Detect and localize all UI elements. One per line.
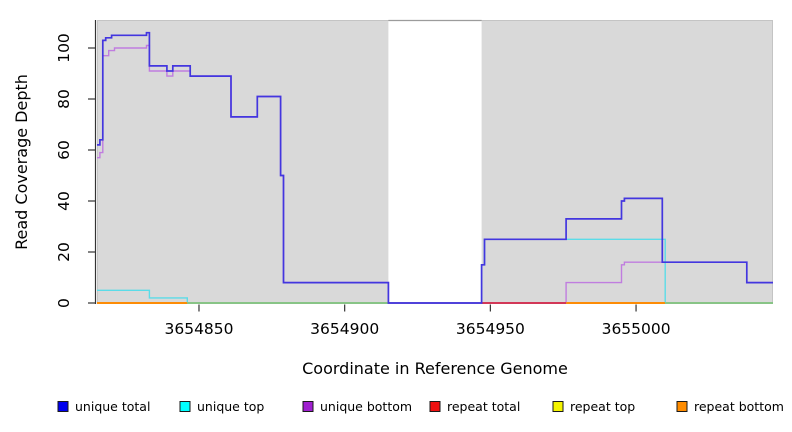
- x-tick-label: 3654850: [164, 320, 233, 338]
- legend-swatch-unique-total: [57, 401, 69, 412]
- legend-label-repeat-bottom: repeat bottom: [694, 399, 784, 414]
- x-tick-label: 3654900: [310, 320, 379, 338]
- axes: 0 20 40 60 80 100 3654850 3654900 3654950 3655000: [55, 20, 671, 338]
- legend: unique total unique top unique bottom repea…: [57, 399, 784, 414]
- y-tick-label: 20: [55, 242, 73, 262]
- x-tick-label: 3655000: [602, 320, 671, 338]
- legend-label-repeat-top: repeat top: [570, 399, 635, 414]
- y-tick-label: 60: [55, 140, 73, 160]
- y-tick-label: 100: [55, 33, 73, 63]
- legend-item-unique-bottom: unique bottom: [302, 399, 412, 414]
- legend-item-unique-total: unique total: [57, 399, 150, 414]
- legend-swatch-repeat-top: [552, 401, 564, 412]
- legend-swatch-repeat-bottom: [676, 401, 688, 412]
- legend-swatch-repeat-total: [429, 401, 441, 412]
- legend-item-repeat-total: repeat total: [429, 399, 520, 414]
- legend-label-repeat-total: repeat total: [447, 399, 520, 414]
- legend-swatch-unique-bottom: [302, 401, 314, 412]
- series-unique-total-line: [97, 31, 773, 304]
- legend-label-unique-top: unique top: [197, 399, 264, 414]
- y-tick-label: 40: [55, 191, 73, 211]
- y-axis-label: Read Coverage Depth: [12, 74, 31, 250]
- legend-item-repeat-bottom: repeat bottom: [676, 399, 784, 414]
- legend-item-unique-top: unique top: [179, 399, 264, 414]
- legend-label-unique-total: unique total: [75, 399, 150, 414]
- plot-panel: [97, 19, 773, 304]
- legend-label-unique-bottom: unique bottom: [320, 399, 412, 414]
- x-axis-label: Coordinate in Reference Genome: [302, 359, 568, 378]
- legend-item-repeat-top: repeat top: [552, 399, 635, 414]
- y-tick-label: 0: [55, 298, 73, 308]
- series-lines: [97, 31, 773, 304]
- legend-swatch-unique-top: [179, 401, 191, 412]
- x-tick-label: 3654950: [456, 320, 525, 338]
- y-tick-label: 80: [55, 89, 73, 109]
- no-data-gap-region: [388, 21, 482, 304]
